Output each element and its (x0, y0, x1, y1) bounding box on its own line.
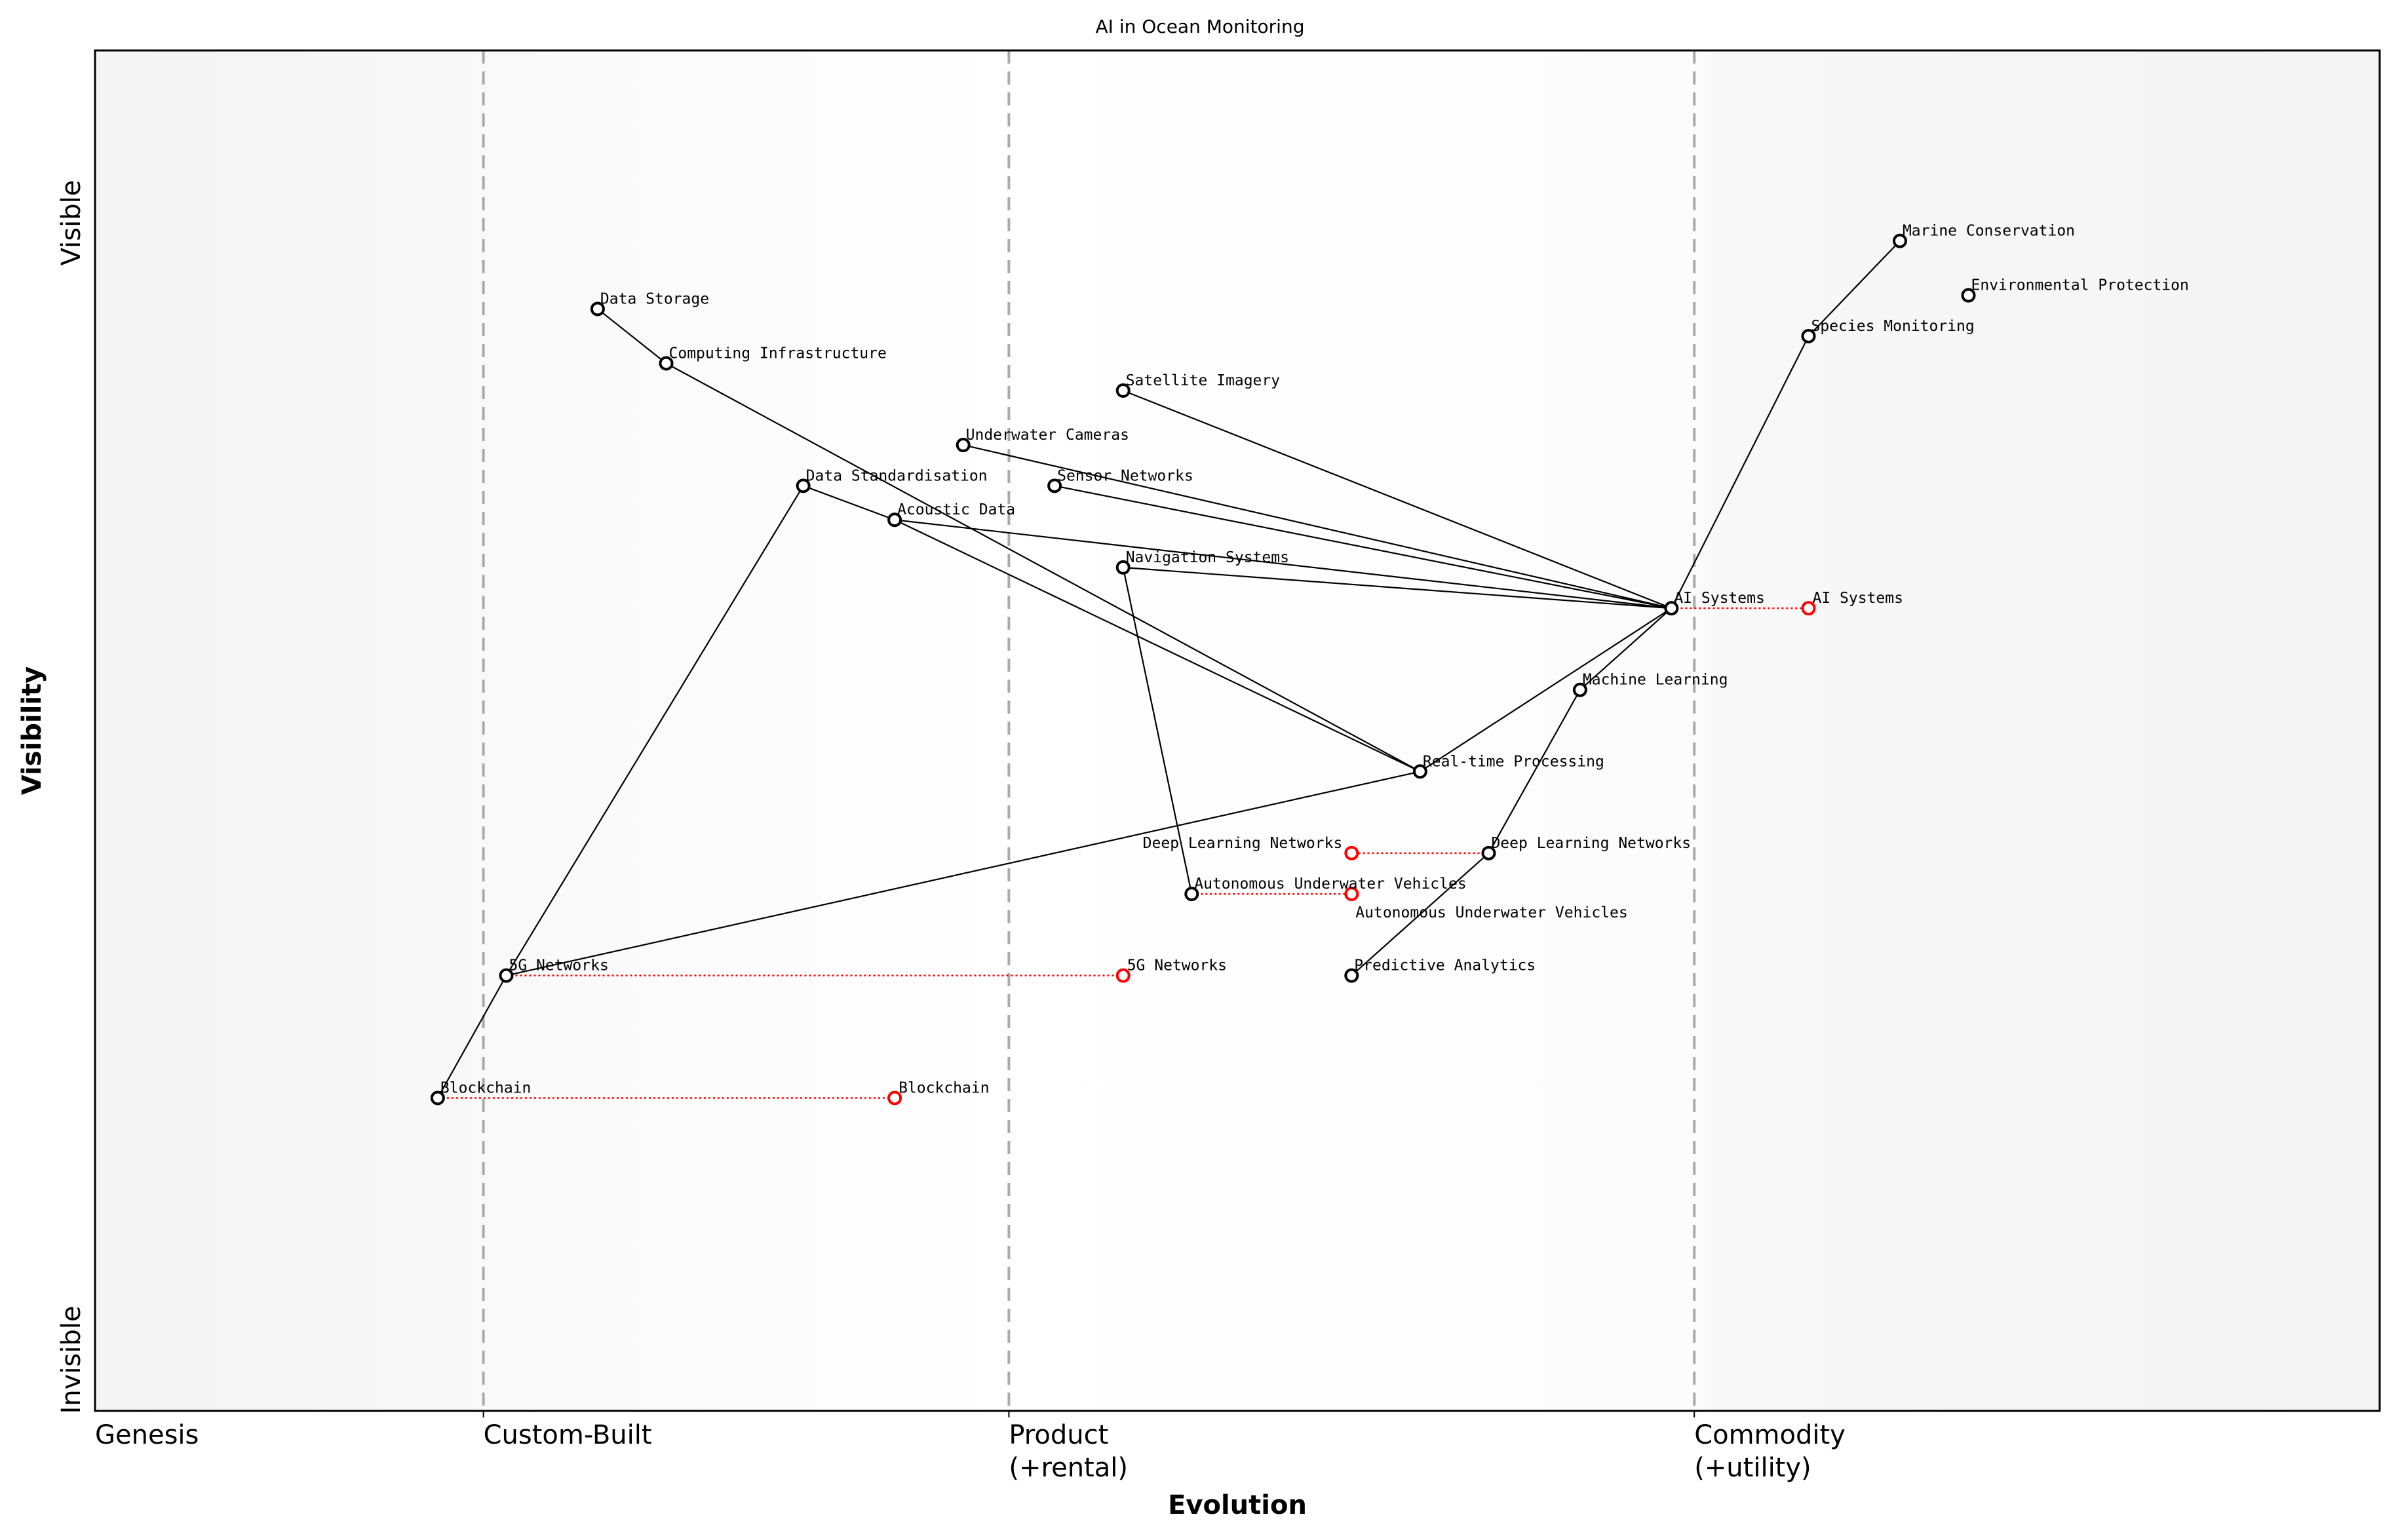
component-marker (590, 301, 605, 317)
component-label: Blockchain (440, 1080, 531, 1097)
component-label: Navigation Systems (1126, 549, 1289, 566)
component-marker (430, 1090, 445, 1106)
evolved-component-label: Blockchain (899, 1080, 989, 1097)
dependency-link (1671, 336, 1810, 609)
component-marker (1481, 845, 1496, 860)
evolved-component-label: Autonomous Underwater Vehicles (1355, 904, 1627, 921)
component-marker (1047, 478, 1062, 493)
component-marker (1961, 288, 1976, 303)
x-tick-label: Genesis (95, 1420, 199, 1450)
component-label: Computing Infrastructure (669, 345, 887, 362)
dependency-link (803, 485, 895, 521)
dependency-link (1054, 485, 1672, 609)
x-tick-label: Product (1009, 1420, 1108, 1450)
component-label: 5G Networks (509, 957, 608, 974)
component-marker (499, 968, 514, 983)
component-marker (1572, 682, 1587, 697)
component-label: Real-time Processing (1423, 753, 1604, 770)
dependency-link (1351, 853, 1490, 976)
component-label: Data Standardisation (806, 467, 988, 484)
dependency-link (1123, 389, 1672, 609)
chart-title: AI in Ocean Monitoring (1096, 16, 1305, 37)
x-tick-label: Commodity (1694, 1420, 1846, 1450)
dependency-link (1488, 689, 1581, 854)
component-marker (1892, 233, 1907, 248)
dependency-link (1579, 607, 1673, 691)
dependency-link (1808, 240, 1901, 337)
evolved-component-marker (887, 1090, 902, 1106)
evolved-component-marker (1801, 601, 1816, 616)
component-marker (1115, 560, 1131, 575)
evolved-component-label: AI Systems (1813, 590, 1903, 607)
component-marker (1664, 601, 1679, 616)
plot-frame (94, 49, 2381, 1412)
evolved-component-marker (1344, 845, 1359, 860)
component-marker (956, 438, 971, 453)
component-label: AI Systems (1674, 590, 1764, 607)
dependency-link (894, 519, 1672, 609)
component-label: Autonomous Underwater Vehicles (1194, 876, 1466, 893)
component-label: Deep Learning Networks (1491, 835, 1691, 852)
evolved-component-marker (1344, 887, 1359, 902)
x-tick-sublabel: (+utility) (1694, 1453, 1811, 1483)
dependency-link (597, 308, 667, 364)
dependency-link (1122, 567, 1193, 895)
component-label: Predictive Analytics (1354, 957, 1536, 974)
component-marker (1184, 887, 1199, 902)
y-top-label: Visible (56, 180, 87, 266)
component-marker (887, 512, 902, 528)
dependency-link (894, 519, 1421, 773)
component-label: Acoustic Data (897, 501, 1015, 518)
dependency-link (506, 771, 1421, 976)
component-marker (1344, 968, 1359, 983)
component-label: Data Storage (600, 290, 709, 307)
dependency-link (436, 975, 507, 1099)
x-tick-label: Custom-Built (484, 1420, 652, 1450)
dependency-link (1420, 607, 1672, 773)
x-tick-sublabel: (+rental) (1009, 1453, 1128, 1483)
component-marker (1801, 328, 1816, 343)
component-marker (1115, 383, 1131, 398)
dependency-link (505, 485, 804, 976)
component-label: Satellite Imagery (1126, 372, 1280, 389)
evolved-component-label: Deep Learning Networks (1143, 835, 1343, 852)
dependency-link (665, 362, 1421, 773)
component-marker (796, 478, 811, 493)
plot-area (95, 50, 2380, 1411)
component-label: Marine Conservation (1903, 223, 2075, 240)
component-marker (1412, 764, 1427, 779)
y-bottom-label: Invisible (56, 1306, 87, 1414)
dependency-link (963, 444, 1672, 609)
evolved-component-label: 5G Networks (1127, 957, 1227, 974)
dependency-link (1123, 566, 1672, 609)
y-axis-label: Visibility (17, 666, 47, 795)
x-axis-label: Evolution (1168, 1490, 1307, 1520)
component-label: Environmental Protection (1971, 277, 2189, 294)
component-marker (659, 356, 674, 371)
component-label: Species Monitoring (1811, 318, 1975, 335)
component-label: Sensor Networks (1057, 467, 1193, 484)
evolved-component-marker (1115, 968, 1131, 983)
component-label: Machine Learning (1583, 672, 1728, 689)
component-label: Underwater Cameras (966, 427, 1129, 444)
